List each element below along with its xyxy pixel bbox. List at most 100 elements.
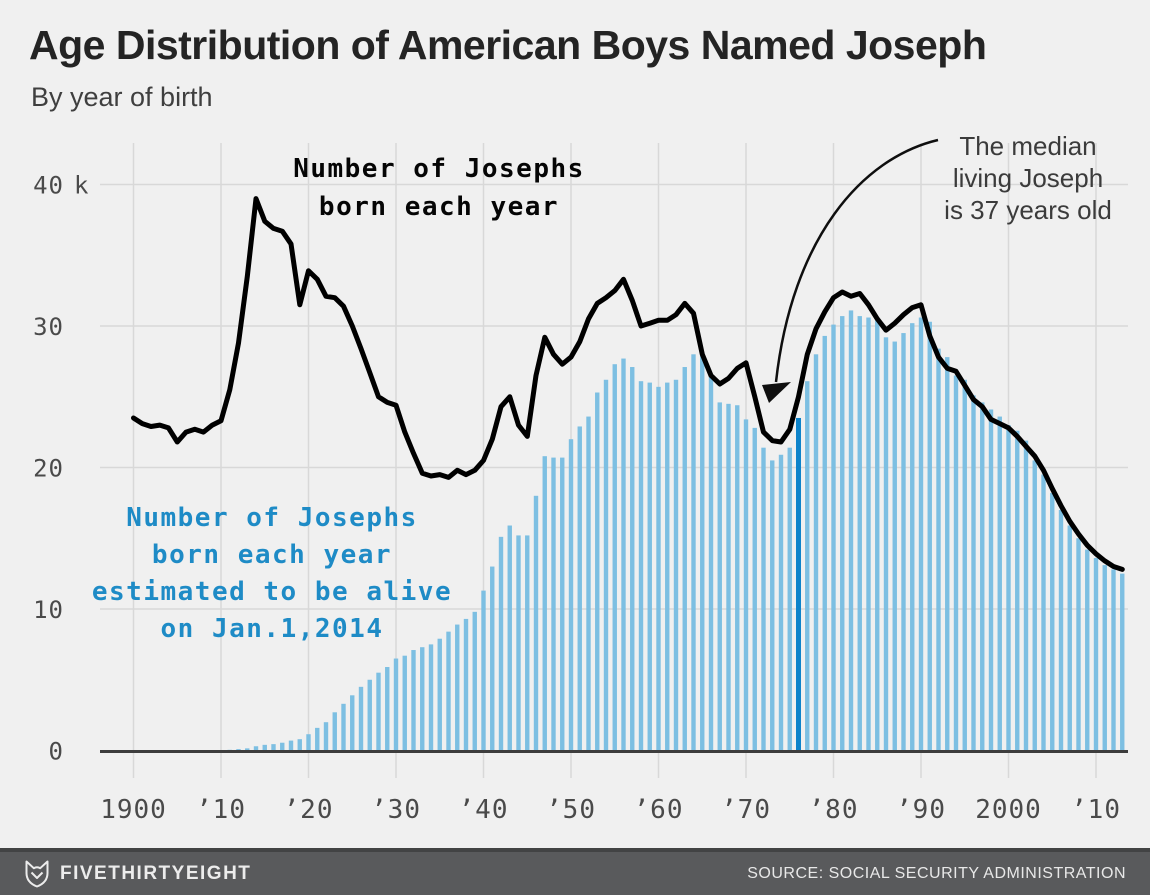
bar — [892, 341, 897, 751]
bar — [236, 749, 241, 751]
bar — [1067, 525, 1072, 751]
chart-canvas: 0 10 20 30 40 k 1900 ’10 ’20 ’30 ’40 ’50 ’60 ’70 ’80 ’9… — [33, 138, 1128, 825]
bar — [708, 376, 714, 751]
page-title: Age Distribution of American Boys Named … — [29, 22, 987, 68]
bar — [743, 419, 749, 751]
bar — [910, 323, 915, 751]
svg-text:’40: ’40 — [459, 795, 509, 825]
alive-bars-series — [227, 310, 1125, 751]
svg-text:’50: ’50 — [546, 795, 596, 825]
svg-text:20: 20 — [33, 455, 64, 483]
svg-text:’80: ’80 — [809, 795, 859, 825]
bar — [1006, 425, 1011, 751]
bar — [962, 379, 967, 751]
bar — [507, 525, 512, 751]
bar — [481, 590, 486, 751]
bar — [612, 364, 617, 751]
births-series-label: Number of Josephs born each year — [293, 154, 585, 222]
bar — [402, 655, 407, 751]
svg-text:30: 30 — [33, 313, 64, 341]
bar — [595, 392, 600, 751]
bar — [323, 722, 329, 751]
bar — [945, 357, 950, 751]
bar — [350, 695, 355, 751]
bar — [306, 734, 311, 751]
bar — [927, 321, 932, 751]
svg-text:k: k — [74, 172, 89, 200]
bar — [997, 416, 1002, 751]
bar — [341, 703, 346, 751]
bar — [525, 535, 530, 751]
bar — [752, 427, 757, 751]
bar — [315, 727, 320, 751]
bar — [603, 379, 609, 751]
bar — [271, 744, 276, 751]
bar — [533, 495, 539, 751]
bar — [1120, 573, 1125, 751]
bar — [735, 405, 740, 751]
svg-text:10: 10 — [33, 596, 64, 624]
bar — [551, 457, 556, 751]
bar — [980, 402, 985, 751]
bar — [848, 310, 854, 751]
svg-text:40: 40 — [33, 172, 64, 200]
bar — [358, 686, 364, 751]
bar — [883, 337, 889, 751]
bar — [700, 355, 705, 751]
svg-text:1900: 1900 — [100, 795, 167, 825]
bar — [971, 395, 976, 751]
bar — [428, 644, 434, 751]
bar — [988, 409, 994, 751]
svg-text:0: 0 — [49, 738, 64, 766]
bar — [822, 335, 827, 751]
fivethirtyeight-fox-logo — [25, 860, 49, 887]
bar — [840, 316, 845, 751]
bar — [682, 367, 687, 751]
bar — [393, 658, 399, 751]
x-axis-labels: 1900 ’10 ’20 ’30 ’40 ’50 ’60 ’70 ’80 ’90 2000 ’10 — [100, 795, 1121, 825]
bar — [936, 348, 941, 751]
bar — [1111, 569, 1116, 751]
bar — [463, 618, 469, 751]
bar — [455, 624, 460, 751]
y-axis-labels: 0 10 20 30 40 k — [33, 172, 89, 766]
bar — [253, 746, 259, 751]
svg-text:’10: ’10 — [1071, 795, 1121, 825]
svg-text:’90: ’90 — [896, 795, 946, 825]
bar — [953, 375, 959, 751]
bar — [717, 402, 722, 751]
bar — [1093, 558, 1099, 751]
bar — [586, 416, 591, 751]
bar — [411, 650, 416, 751]
median-arrow — [762, 138, 939, 403]
bar — [420, 647, 425, 751]
svg-text:2000: 2000 — [975, 795, 1042, 825]
bar — [490, 566, 495, 751]
bar — [630, 367, 635, 751]
bar — [498, 536, 504, 751]
bar — [673, 379, 679, 751]
bar — [918, 317, 924, 751]
bar — [875, 320, 880, 751]
page-subtitle: By year of birth — [31, 82, 213, 112]
bar — [761, 447, 766, 751]
births-line-series — [131, 196, 1125, 572]
bar — [857, 316, 862, 751]
bar — [542, 456, 547, 751]
bar — [560, 457, 565, 751]
bar — [1085, 549, 1090, 751]
bar — [805, 381, 810, 751]
bar — [813, 354, 819, 751]
bar — [647, 382, 652, 751]
bar — [472, 611, 477, 751]
bar — [568, 439, 574, 751]
bar — [901, 333, 906, 751]
bar — [1102, 565, 1107, 751]
bar — [516, 535, 521, 751]
bar — [385, 667, 390, 751]
bar — [1041, 474, 1046, 751]
bar — [367, 679, 372, 751]
bar — [638, 381, 644, 751]
bar — [1023, 440, 1029, 751]
